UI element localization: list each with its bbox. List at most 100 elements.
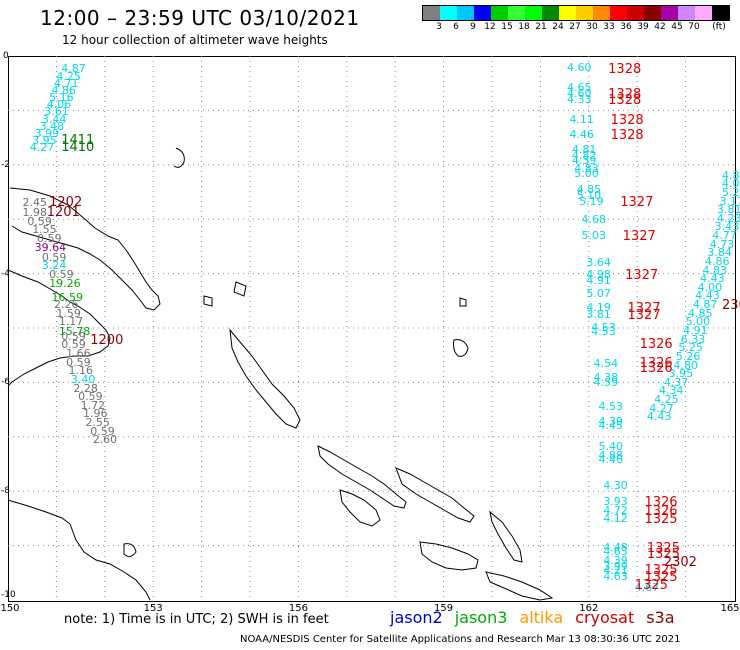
wave-height-value: 4.8 <box>722 168 740 182</box>
coastline-santa-isabel <box>395 467 475 523</box>
wave-height-value: 4.60 <box>567 86 592 100</box>
wave-height-value: 3.81 <box>717 203 740 217</box>
pass-time-label: 1328 <box>608 62 642 78</box>
wave-height-value: 0.59 <box>66 355 91 369</box>
color-scale-label: 36 <box>620 22 632 32</box>
pass-time-label: 1327 <box>625 267 659 283</box>
wave-height-value: 16.59 <box>51 290 84 304</box>
color-scale-label: 27 <box>569 22 581 32</box>
color-swatch <box>508 6 525 20</box>
color-swatch <box>457 6 474 20</box>
color-scale-labels: 3 6 9 12 15 18 21 24 27 30 33 36 39 42 45 70 (ft) <box>422 22 732 34</box>
wave-height-value: 5.19 <box>579 194 604 208</box>
wave-height-value: 4.19 <box>586 300 611 314</box>
color-scale-label: 21 <box>535 22 547 32</box>
legend-entry: jason3 <box>454 608 508 627</box>
pass-time-label: 1327 <box>622 229 656 245</box>
x-tick-label: 162 <box>579 603 599 614</box>
pass-time-label: 1325 <box>646 546 680 562</box>
wave-height-value: 4.68 <box>581 213 607 227</box>
wave-height-value: 4.25 <box>56 69 81 83</box>
wave-height-value: 2.55 <box>85 416 110 430</box>
wave-height-value: 3.44 <box>41 112 67 126</box>
color-scale-label: 6 <box>453 22 459 32</box>
legend-entry: s3a <box>646 608 675 627</box>
wave-height-value: 1.16 <box>68 364 94 378</box>
coastline-papua-south <box>7 499 151 601</box>
color-scale-label: 15 <box>501 22 513 32</box>
wave-height-value: 4.73 <box>709 237 735 251</box>
footnote: note: 1) Time is in UTC; 2) SWH is in fe… <box>64 612 329 627</box>
pass-time-label: 2302 <box>663 555 697 571</box>
pass-time-label: 1328 <box>610 112 644 128</box>
map-title: 12:00 – 23:59 UTC 03/10/2021 <box>40 6 360 30</box>
wave-height-value: 4.46 <box>569 128 594 142</box>
wave-height-value: 19.26 <box>49 276 81 290</box>
color-swatch <box>542 6 559 20</box>
color-swatch <box>593 6 610 20</box>
y-tick-label: 0 <box>3 51 9 61</box>
color-scale-label: 3 <box>436 22 442 32</box>
y-tick-label: -4 <box>1 268 10 279</box>
color-scale-label: 9 <box>470 22 476 32</box>
pass-time-label: 1200 <box>90 332 124 348</box>
wave-height-value: 4.27 <box>29 141 55 155</box>
wave-height-value: 4.91 <box>586 273 611 287</box>
pass-time-label: 1328 <box>610 128 644 144</box>
wave-height-value: 0.59 <box>61 329 86 343</box>
x-tick-label: 165 <box>720 603 740 614</box>
wave-height-value: 4.71 <box>53 76 79 90</box>
color-swatch <box>576 6 593 20</box>
wave-height-value: 4.12 <box>603 512 628 526</box>
pass-time-label: 1327 <box>620 194 654 210</box>
wave-height-value: 5.25 <box>678 341 703 355</box>
pass-time-label: 230 <box>722 298 740 314</box>
wave-height-value: 5.10 <box>576 188 602 202</box>
pass-time-label: 1327 <box>627 308 661 324</box>
wave-height-value: 4.43 <box>646 410 672 424</box>
wave-height-value: 4.67 <box>634 581 660 595</box>
wave-height-value: 4.48 <box>603 541 628 555</box>
wave-height-value: 4.85 <box>576 183 602 197</box>
y-tick-label: -10 <box>1 590 16 600</box>
coastline-new-guinea-east <box>7 269 111 387</box>
color-scale-label: 42 <box>654 22 666 32</box>
color-swatch <box>695 6 712 20</box>
legend-entry: jason2 <box>390 608 443 627</box>
pass-time-label: 1201 <box>46 204 80 220</box>
color-swatch <box>525 6 542 20</box>
wave-height-value: 5.00 <box>574 167 599 181</box>
color-scale-label: 24 <box>552 22 564 32</box>
wave-height-value: 1.17 <box>58 315 84 329</box>
color-swatch <box>661 6 678 20</box>
coastline-malaita <box>489 510 523 563</box>
wave-height-value: 0.59 <box>37 231 62 245</box>
wave-height-value: 3.84 <box>707 246 732 260</box>
wave-height-value: 4.34 <box>658 384 684 398</box>
wave-height-value: 4.63 <box>603 545 628 559</box>
wave-height-value: 4.43 <box>695 289 720 303</box>
wave-height-value: 4.72 <box>603 503 628 517</box>
wave-height-value: 1.59 <box>56 306 81 320</box>
wave-height-value: 3.99 <box>34 127 60 141</box>
wave-height-value: 3.99 <box>603 559 628 573</box>
wave-height-value: 4.33 <box>567 92 592 106</box>
satellite-legend: jason2 jason3 altika cryosat s3a <box>390 608 687 627</box>
color-swatch <box>440 6 457 20</box>
wave-height-value: 4.53 <box>591 325 616 339</box>
color-scale-label: 33 <box>603 22 615 32</box>
wave-height-value: 3.95 <box>32 134 57 148</box>
wave-height-value: 4.83 <box>702 263 728 277</box>
wave-height-value: 4.00 <box>697 280 723 294</box>
pass-time-label: 1325 <box>644 512 678 528</box>
pass-time-label: 1327 <box>627 300 661 316</box>
coastline-new-georgia <box>339 489 381 527</box>
color-scale-label: 45 <box>671 22 683 32</box>
map-subtitle: 12 hour collection of altimeter wave hei… <box>62 33 328 47</box>
wave-height-value: 4.59 <box>593 375 619 389</box>
wave-height-value: 3.61 <box>44 105 69 119</box>
wave-height-value: 2.28 <box>73 381 98 395</box>
legend-entry: cryosat <box>575 608 635 627</box>
wave-height-value: 5.22 <box>721 185 740 199</box>
pass-time-label: 1325 <box>644 562 678 578</box>
